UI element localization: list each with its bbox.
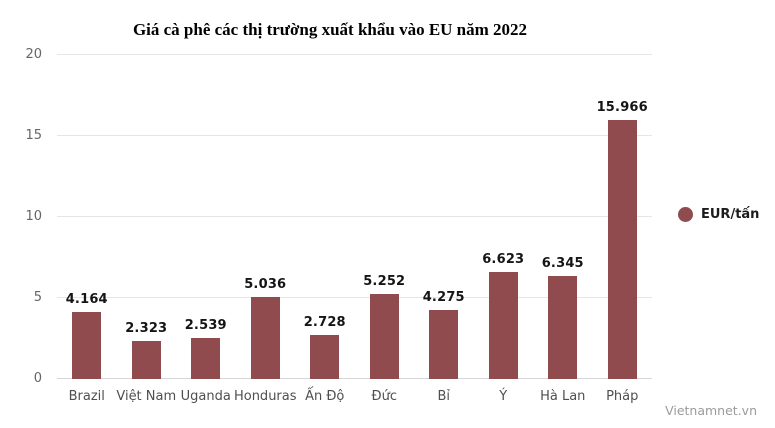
legend-series-label: EUR/tấn xyxy=(701,207,760,222)
bar-Brazil[interactable] xyxy=(72,311,102,379)
bar-value-label: 5.036 xyxy=(244,277,287,293)
x-axis-category-label: Bỉ xyxy=(437,389,451,404)
bar-value-label: 6.623 xyxy=(482,251,525,267)
bar-value-label: 2.323 xyxy=(125,321,168,337)
bar-value-label: 4.164 xyxy=(65,291,108,307)
bar-Ấn Độ[interactable] xyxy=(310,334,340,379)
bar-value-label: 15.966 xyxy=(596,100,648,116)
legend-series-marker-icon xyxy=(678,207,693,222)
y-axis-tick-label: 5 xyxy=(33,290,42,305)
x-axis-category-label: Việt Nam xyxy=(116,389,177,404)
y-axis-tick-label: 15 xyxy=(25,128,42,143)
x-axis-category-label: Đức xyxy=(371,389,397,404)
x-axis-category-label: Pháp xyxy=(606,389,639,404)
bar-Uganda[interactable] xyxy=(191,337,221,379)
bar-Việt Nam[interactable] xyxy=(131,341,161,379)
x-axis-category-label: Brazil xyxy=(68,389,105,404)
x-axis-category-label: Hà Lan xyxy=(540,389,586,404)
gridline xyxy=(57,54,652,55)
bar-Hà Lan[interactable] xyxy=(548,276,578,379)
bar-Bỉ[interactable] xyxy=(429,309,459,379)
bar-Pháp[interactable] xyxy=(607,120,637,379)
x-axis-category-label: Ấn Độ xyxy=(305,389,345,404)
bar-value-label: 4.275 xyxy=(422,289,465,305)
x-axis-category-label: Honduras xyxy=(233,389,297,404)
x-axis-category-label: Uganda xyxy=(180,389,231,404)
bar-Ý[interactable] xyxy=(488,271,518,379)
gridline xyxy=(57,216,652,217)
chart-title: Giá cà phê các thị trường xuất khẩu vào … xyxy=(132,20,528,39)
gridline xyxy=(57,135,652,136)
plot-area: 0 5 10 15 20 4.164 Brazil 2.323 Việt Nam 2.539 Uga… xyxy=(25,48,652,404)
bar-value-label: 2.728 xyxy=(303,314,346,330)
y-axis-tick-label: 0 xyxy=(33,371,42,386)
bar-Đức[interactable] xyxy=(369,293,399,379)
x-axis-baseline xyxy=(57,378,652,379)
legend[interactable]: EUR/tấn xyxy=(678,207,759,222)
bar-Honduras[interactable] xyxy=(250,297,280,379)
y-axis-tick-label: 10 xyxy=(25,209,42,224)
watermark-source: Vietnamnet.vn xyxy=(665,403,757,418)
bar-value-label: 5.252 xyxy=(363,273,406,289)
x-axis-category-label: Ý xyxy=(499,389,508,404)
y-axis-tick-label: 20 xyxy=(25,47,42,62)
bar-value-label: 6.345 xyxy=(541,256,584,272)
bar-value-label: 2.539 xyxy=(184,317,227,333)
gridline xyxy=(57,297,652,298)
